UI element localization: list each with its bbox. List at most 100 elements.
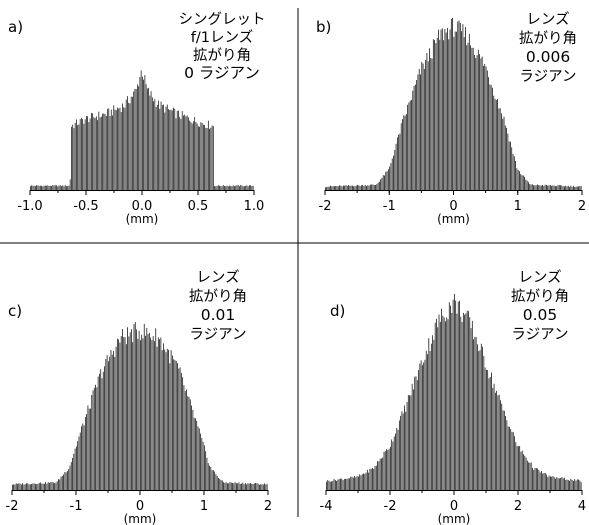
histogram-bar bbox=[190, 122, 192, 190]
histogram-bar bbox=[189, 120, 191, 190]
histogram-bar bbox=[382, 457, 384, 490]
histogram-bar bbox=[150, 91, 152, 190]
histogram-bar bbox=[130, 96, 132, 190]
histogram-bar bbox=[327, 186, 329, 190]
histogram-bar bbox=[140, 70, 142, 190]
histogram-bar bbox=[20, 484, 22, 490]
histogram-bar bbox=[47, 482, 49, 490]
histogram-bar bbox=[497, 98, 498, 190]
histogram-bar bbox=[143, 323, 145, 490]
histogram-bar bbox=[427, 354, 428, 490]
histogram-bar bbox=[178, 368, 180, 490]
histogram-bar bbox=[540, 185, 542, 190]
histogram-bar bbox=[448, 302, 450, 490]
histogram-bar bbox=[193, 417, 195, 490]
histogram-bar bbox=[515, 442, 517, 490]
histogram-bar bbox=[488, 77, 489, 190]
histogram-bar bbox=[550, 476, 551, 490]
histogram-bar bbox=[502, 410, 504, 490]
histogram-bar bbox=[108, 361, 109, 490]
histogram-bar bbox=[141, 334, 143, 490]
histogram-bar bbox=[99, 373, 100, 490]
histogram-bar bbox=[470, 45, 471, 191]
histogram-bar bbox=[81, 426, 82, 490]
histogram-bar bbox=[42, 186, 44, 190]
histogram-bar bbox=[69, 465, 71, 490]
histogram-bar bbox=[76, 446, 77, 490]
histogram-bar bbox=[150, 337, 152, 490]
histogram-bar bbox=[501, 403, 503, 490]
histogram-bar bbox=[365, 472, 367, 490]
histogram-bar bbox=[350, 476, 352, 490]
histogram-bar bbox=[114, 109, 116, 190]
histogram-bar bbox=[345, 478, 346, 490]
histogram-bar bbox=[74, 448, 76, 490]
histogram-bar bbox=[362, 184, 364, 190]
histogram-bar bbox=[181, 111, 183, 190]
histogram-bar bbox=[535, 467, 537, 490]
histogram-bar bbox=[511, 431, 513, 490]
histogram-bar bbox=[56, 185, 57, 190]
histogram-bar bbox=[58, 185, 60, 190]
histogram-bar bbox=[341, 186, 343, 190]
histogram-bar bbox=[30, 186, 31, 190]
histogram-bar bbox=[220, 479, 222, 490]
histogram-bar bbox=[575, 186, 577, 190]
histogram-bar bbox=[15, 483, 17, 490]
histogram-bar bbox=[335, 186, 337, 190]
histogram-bar bbox=[465, 27, 466, 190]
histogram-bar bbox=[198, 126, 199, 190]
histogram-bar bbox=[573, 480, 574, 490]
histogram-bar bbox=[452, 17, 454, 191]
histogram-bar bbox=[240, 185, 242, 190]
histogram-bar bbox=[463, 37, 465, 190]
x-axis-label: (mm) bbox=[124, 512, 157, 525]
x-tick-label: -2 bbox=[384, 499, 397, 514]
histogram-bar bbox=[238, 482, 240, 490]
histogram-bar bbox=[354, 475, 355, 490]
histogram-bar bbox=[153, 101, 154, 190]
histogram-bar bbox=[475, 337, 477, 490]
histogram-bar bbox=[165, 106, 167, 190]
histogram-bar bbox=[561, 185, 563, 190]
histogram-bar bbox=[373, 468, 375, 490]
histogram-bar bbox=[221, 480, 223, 490]
histogram-bar bbox=[342, 480, 344, 490]
x-tick-label: 0 bbox=[136, 499, 144, 514]
histogram-bar bbox=[542, 473, 544, 490]
annotation-line: ラジアン bbox=[511, 327, 568, 343]
panel-label: b) bbox=[316, 18, 331, 36]
histogram-bar bbox=[180, 372, 182, 490]
histogram-bar bbox=[259, 484, 260, 490]
histogram-bar bbox=[366, 469, 368, 490]
histogram-bar bbox=[46, 483, 48, 490]
histogram-bar bbox=[483, 65, 484, 190]
histogram-bar bbox=[114, 356, 116, 490]
histogram-bar bbox=[396, 137, 398, 190]
histogram-bar bbox=[580, 482, 582, 490]
histogram-bar bbox=[109, 116, 111, 190]
histogram-bar bbox=[493, 383, 495, 490]
histogram-bar bbox=[61, 475, 63, 490]
annotation-line: レンズ bbox=[196, 269, 239, 286]
histogram-bar bbox=[395, 143, 397, 190]
histogram-bar bbox=[199, 126, 201, 190]
histogram-bar bbox=[183, 115, 184, 190]
histogram-bar bbox=[392, 441, 394, 490]
histogram-bar bbox=[27, 483, 29, 490]
histogram-bar bbox=[366, 185, 367, 190]
histogram-bar bbox=[219, 478, 221, 490]
histogram-bar bbox=[415, 376, 417, 490]
histogram-bar bbox=[236, 185, 238, 190]
histogram-bar bbox=[160, 337, 162, 490]
histogram-bar bbox=[380, 179, 382, 190]
histogram-bar bbox=[119, 342, 121, 490]
histogram-bar bbox=[326, 481, 327, 490]
histogram-bar bbox=[79, 119, 81, 190]
x-tick-label: 1 bbox=[514, 199, 522, 214]
histogram-bar bbox=[232, 483, 233, 490]
histogram-bar bbox=[454, 31, 456, 191]
histogram-bar bbox=[464, 314, 466, 490]
histogram-bar bbox=[493, 95, 495, 190]
histogram-bar bbox=[544, 184, 546, 190]
